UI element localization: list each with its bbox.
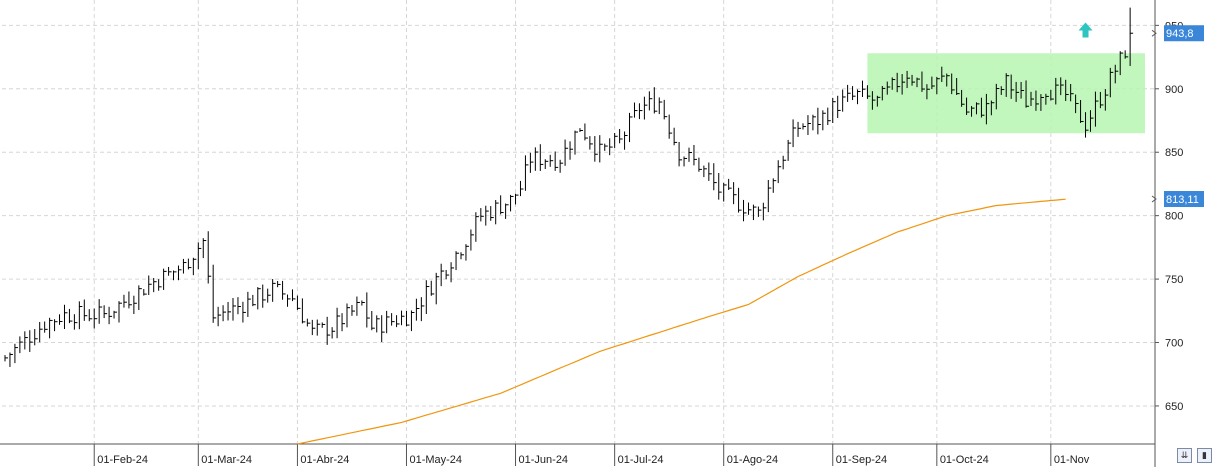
x-tick-label: 01-Abr-24 [300, 454, 349, 466]
expand-down-button[interactable]: ⇊ [1177, 448, 1192, 463]
up-arrow-icon [1078, 22, 1093, 38]
x-tick-label: 01-Jul-24 [618, 454, 664, 466]
price-tag-badge [1164, 25, 1204, 42]
price-tag-badge [1164, 191, 1204, 208]
x-tick-label: 01-Jun-24 [519, 454, 569, 466]
x-tick-label: 01-Oct-24 [940, 454, 989, 466]
moving-average-line [297, 198, 1066, 445]
scroll-end-button[interactable]: ▮ [1197, 448, 1212, 463]
y-tick-label: 850 [1165, 147, 1183, 159]
price-tag-pointer [1151, 195, 1157, 203]
y-tick-label: 750 [1165, 274, 1183, 286]
price-tag-pointer [1151, 29, 1157, 37]
x-tick-label: 01-May-24 [409, 454, 462, 466]
x-tick-label: 01-Mar-24 [201, 454, 252, 466]
y-tick-label: 700 [1165, 338, 1183, 350]
x-tick-label: 01-Ago-24 [727, 454, 778, 466]
y-tick-label: 650 [1165, 401, 1183, 413]
x-tick-label: 01-Feb-24 [97, 454, 148, 466]
x-tick-label: 01-Nov [1054, 454, 1090, 466]
y-tick-label: 900 [1165, 84, 1183, 96]
y-tick-label: 800 [1165, 211, 1183, 223]
price-tag-label: 813,11 [1166, 194, 1199, 206]
x-tick-label: 01-Sep-24 [836, 454, 887, 466]
price-tag-label: 943,8 [1166, 28, 1194, 40]
